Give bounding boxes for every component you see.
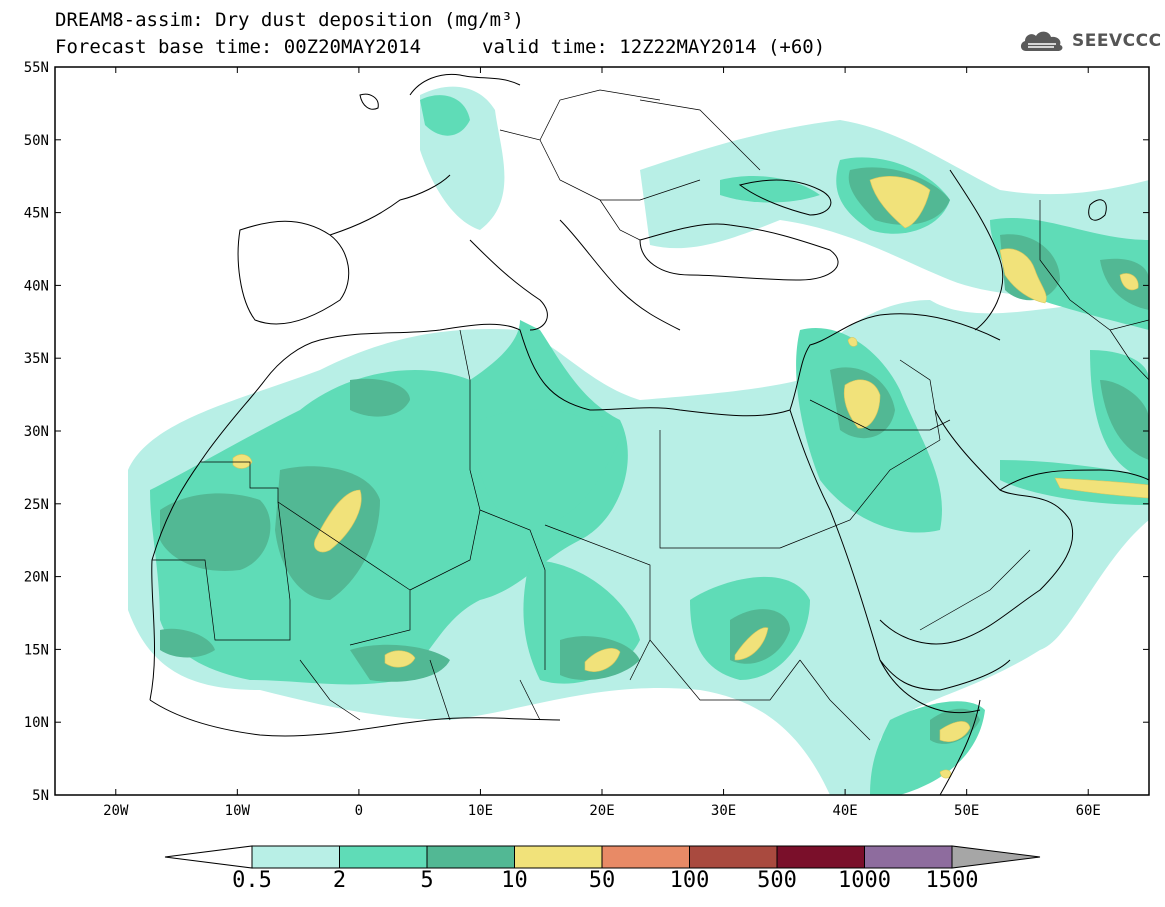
lat-tick-label: 25N [24, 497, 49, 513]
colorbar-swatch [776, 845, 865, 869]
borders [152, 89, 1149, 741]
lon-tick-label: 10W [225, 803, 251, 819]
colorbar-label: 5 [420, 868, 434, 893]
lat-tick-label: 55N [24, 60, 49, 76]
map-title: DREAM8-assim: Dry dust deposition (mg/m³… [55, 9, 524, 31]
lat-tick-label: 50N [24, 133, 49, 149]
colorbar-label: 50 [588, 868, 616, 893]
colorbar-label: 100 [669, 868, 710, 893]
lon-tick-label: 50E [954, 803, 979, 819]
lat-tick-label: 5N [32, 788, 49, 804]
lat-tick-label: 15N [24, 642, 49, 658]
seevccc-logo: SEEVCCC [1018, 26, 1162, 56]
colorbar-label: 0.5 [232, 868, 272, 893]
dust-field [128, 86, 1149, 795]
colorbar-label: 2 [332, 868, 347, 893]
coastlines [149, 73, 1149, 795]
colorbar-label: 10 [501, 868, 528, 893]
colorbar-label: 1500 [925, 868, 979, 893]
lon-tick-label: 60E [1076, 803, 1101, 819]
colorbar-over-arrow [951, 845, 1041, 869]
forecast-base-time: Forecast base time: 00Z20MAY2014 [55, 36, 422, 58]
colorbar [164, 845, 1041, 869]
colorbar-swatch [601, 845, 690, 869]
lon-tick-label: 0 [355, 803, 363, 819]
lon-tick-label: 30E [711, 803, 736, 819]
lat-tick-label: 35N [24, 351, 49, 367]
lon-tick-label: 10E [468, 803, 493, 819]
cloud-logo-icon [1020, 31, 1063, 51]
lon-tick-label: 20E [589, 803, 614, 819]
lat-tick-label: 10N [24, 715, 49, 731]
colorbar-swatch [251, 845, 340, 869]
colorbar-swatch [689, 845, 778, 869]
colorbar-label: 1000 [838, 868, 891, 893]
lon-tick-label: 40E [832, 803, 857, 819]
colorbar-swatch [514, 845, 603, 869]
lat-tick-label: 40N [24, 278, 49, 294]
colorbar-swatch [864, 845, 953, 869]
axis-ticks: 5N 10N 15N 20N 25N 30N 35N 40N 45N 50N 55N 20W 10W 0 1… [24, 60, 1149, 819]
valid-time: valid time: 12Z22MAY2014 (+60) [482, 36, 826, 58]
lat-tick-label: 30N [24, 424, 49, 440]
lat-tick-label: 20N [24, 570, 49, 586]
logo-text: SEEVCCC [1072, 31, 1162, 51]
colorbar-swatch [426, 845, 515, 869]
lat-tick-label: 45N [24, 206, 49, 222]
colorbar-label: 500 [757, 868, 797, 893]
colorbar-swatch [339, 845, 428, 869]
colorbar-under-arrow [164, 845, 253, 869]
lon-tick-label: 20W [103, 803, 129, 819]
